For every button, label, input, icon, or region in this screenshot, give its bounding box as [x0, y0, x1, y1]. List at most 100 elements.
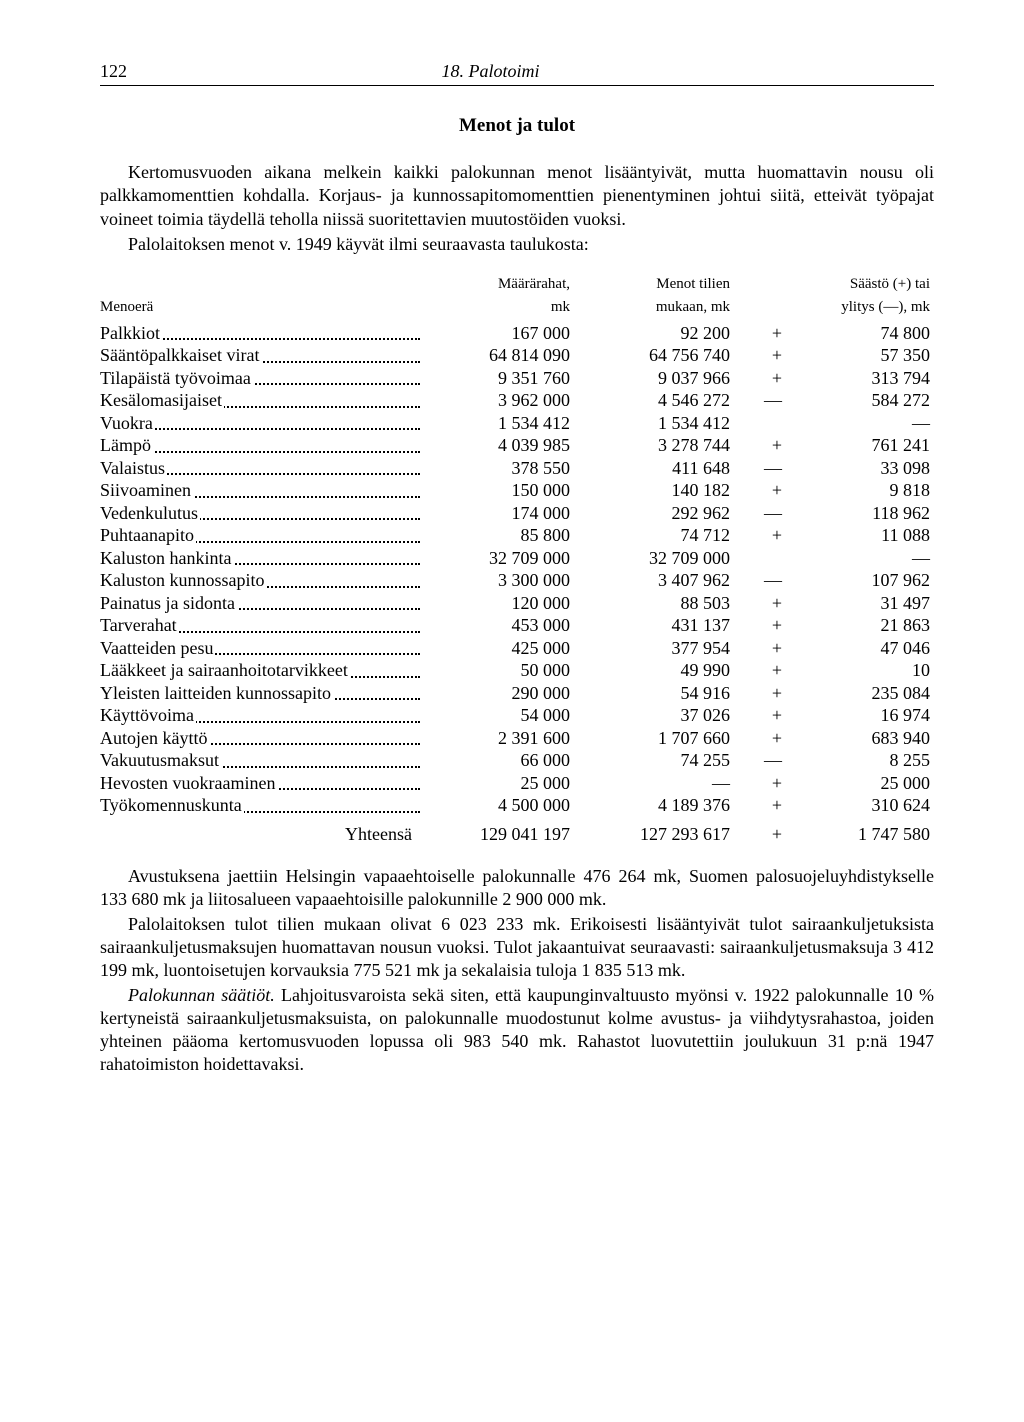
cell-c3: 57 350	[790, 344, 930, 367]
cell-c1: 3 962 000	[420, 389, 570, 412]
cell-c1: 54 000	[420, 704, 570, 727]
row-label: Tilapäistä työvoimaa	[100, 367, 420, 390]
table-row: Käyttövoima54 00037 026+16 974	[100, 704, 934, 727]
table-row: Tilapäistä työvoimaa9 351 7609 037 966+3…	[100, 367, 934, 390]
row-label: Valaistus	[100, 457, 420, 480]
cell-c1: 50 000	[420, 659, 570, 682]
cell-sign: +	[730, 592, 790, 615]
cell-sign: +	[730, 727, 790, 750]
cell-c1: 378 550	[420, 457, 570, 480]
cell-c1: 64 814 090	[420, 344, 570, 367]
cell-c2: 3 407 962	[570, 569, 730, 592]
row-label: Kaluston hankinta	[100, 547, 420, 570]
row-label: Lääkkeet ja sairaanhoitotarvikkeet	[100, 659, 420, 682]
col-header: mk	[420, 298, 570, 318]
cell-c2: 54 916	[570, 682, 730, 705]
row-label: Tarverahat	[100, 614, 420, 637]
italic-lead: Palokunnan säätiöt.	[128, 985, 275, 1005]
table-row: Vaatteiden pesu425 000377 954+47 046	[100, 637, 934, 660]
cell-c3: 21 863	[790, 614, 930, 637]
cell-c2: 74 712	[570, 524, 730, 547]
budget-table: Määrärahat, Menot tilien Säästö (+) tai …	[100, 275, 934, 846]
cell-sign: +	[730, 479, 790, 502]
cell-sign: —	[730, 749, 790, 772]
cell-c3: 584 272	[790, 389, 930, 412]
table-row: Siivoaminen150 000140 182+9 818	[100, 479, 934, 502]
cell-c1: 1 534 412	[420, 412, 570, 435]
body-paragraph: Palokunnan säätiöt. Lahjoitusvaroista se…	[100, 984, 934, 1076]
cell-c3: 9 818	[790, 479, 930, 502]
table-row: Palkkiot167 00092 200+74 800	[100, 322, 934, 345]
cell-c3: 74 800	[790, 322, 930, 345]
table-row: Hevosten vuokraaminen25 000—+25 000	[100, 772, 934, 795]
cell-sign: +	[730, 614, 790, 637]
cell-c1: 290 000	[420, 682, 570, 705]
cell-sign: +	[730, 344, 790, 367]
cell-c2: 74 255	[570, 749, 730, 772]
cell-sign: —	[730, 569, 790, 592]
cell-sign: —	[730, 389, 790, 412]
cell-c2: 140 182	[570, 479, 730, 502]
cell-c3: 235 084	[790, 682, 930, 705]
total-sign: +	[730, 823, 790, 846]
body-paragraph: Palolaitoksen tulot tilien mukaan olivat…	[100, 913, 934, 982]
cell-c1: 3 300 000	[420, 569, 570, 592]
cell-c1: 66 000	[420, 749, 570, 772]
cell-c3: 761 241	[790, 434, 930, 457]
chapter-title: 18. Palotoimi	[87, 60, 894, 83]
table-row: Yleisten laitteiden kunnossapito290 0005…	[100, 682, 934, 705]
cell-c1: 85 800	[420, 524, 570, 547]
cell-c3: 31 497	[790, 592, 930, 615]
cell-c2: 49 990	[570, 659, 730, 682]
col-header: Menoerä	[100, 298, 420, 318]
table-row: Lääkkeet ja sairaanhoitotarvikkeet50 000…	[100, 659, 934, 682]
cell-c1: 174 000	[420, 502, 570, 525]
row-label: Vaatteiden pesu	[100, 637, 420, 660]
cell-c1: 2 391 600	[420, 727, 570, 750]
table-header-row: Määrärahat, Menot tilien Säästö (+) tai	[100, 275, 934, 295]
section-title: Menot ja tulot	[100, 114, 934, 139]
cell-c2: 88 503	[570, 592, 730, 615]
cell-sign: +	[730, 704, 790, 727]
intro-block: Kertomusvuoden aikana melkein kaikki pal…	[100, 161, 934, 257]
cell-c3: 25 000	[790, 772, 930, 795]
cell-sign: +	[730, 322, 790, 345]
table-row: Tarverahat453 000431 137+21 863	[100, 614, 934, 637]
total-c3: 1 747 580	[790, 823, 930, 846]
cell-c3: —	[790, 412, 930, 435]
row-label: Vuokra	[100, 412, 420, 435]
table-row: Autojen käyttö2 391 6001 707 660+683 940	[100, 727, 934, 750]
cell-sign: +	[730, 637, 790, 660]
cell-c3: 11 088	[790, 524, 930, 547]
row-label: Käyttövoima	[100, 704, 420, 727]
cell-c2: —	[570, 772, 730, 795]
cell-c2: 292 962	[570, 502, 730, 525]
cell-c2: 431 137	[570, 614, 730, 637]
table-total-row: Yhteensä 129 041 197 127 293 617 + 1 747…	[100, 823, 934, 846]
row-label: Kaluston kunnossapito	[100, 569, 420, 592]
cell-c2: 37 026	[570, 704, 730, 727]
cell-c2: 9 037 966	[570, 367, 730, 390]
total-label: Yhteensä	[100, 823, 420, 846]
cell-c3: 16 974	[790, 704, 930, 727]
cell-c1: 4 039 985	[420, 434, 570, 457]
table-row: Kaluston hankinta32 709 00032 709 000—	[100, 547, 934, 570]
cell-sign: +	[730, 524, 790, 547]
cell-sign: +	[730, 367, 790, 390]
col-header: Säästö (+) tai	[730, 275, 930, 295]
cell-c1: 25 000	[420, 772, 570, 795]
cell-c1: 4 500 000	[420, 794, 570, 817]
cell-c2: 32 709 000	[570, 547, 730, 570]
total-c1: 129 041 197	[420, 823, 570, 846]
cell-c3: 47 046	[790, 637, 930, 660]
table-row: Vuokra1 534 4121 534 412—	[100, 412, 934, 435]
cell-sign: +	[730, 682, 790, 705]
row-label: Painatus ja sidonta	[100, 592, 420, 615]
cell-sign: —	[730, 502, 790, 525]
table-row: Vakuutusmaksut66 00074 255—8 255	[100, 749, 934, 772]
row-label: Hevosten vuokraaminen	[100, 772, 420, 795]
row-label: Kesälomasijaiset	[100, 389, 420, 412]
cell-c2: 4 546 272	[570, 389, 730, 412]
cell-c1: 9 351 760	[420, 367, 570, 390]
cell-sign: +	[730, 794, 790, 817]
